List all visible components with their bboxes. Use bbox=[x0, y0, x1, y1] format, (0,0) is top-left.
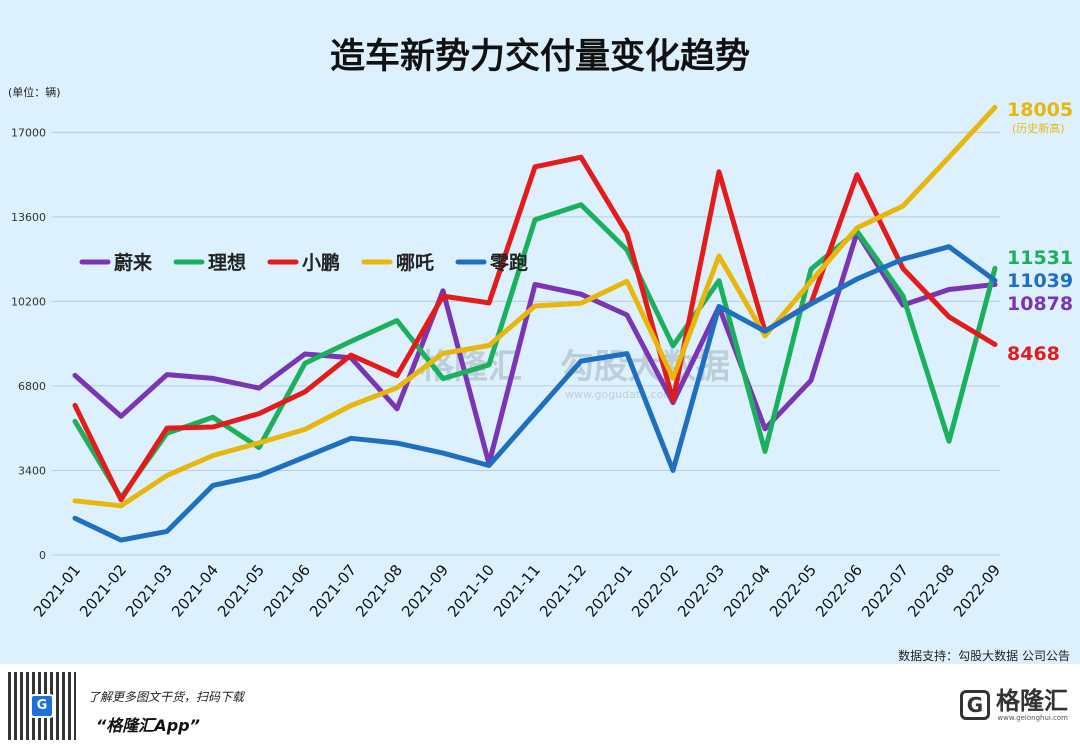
series-line bbox=[72, 154, 998, 503]
legend-label: 零跑 bbox=[489, 251, 528, 274]
y-tick-label: 13600 bbox=[11, 211, 46, 224]
x-axis-ticks: 2021-012021-022021-032021-042021-052021-… bbox=[30, 561, 1004, 621]
x-tick-label: 2022-08 bbox=[904, 561, 958, 621]
x-tick-label: 2022-02 bbox=[628, 561, 682, 621]
y-tick-label: 3400 bbox=[18, 464, 46, 477]
end-label: 18005 bbox=[1007, 99, 1073, 121]
series-line bbox=[72, 230, 998, 467]
x-tick-label: 2022-06 bbox=[812, 561, 866, 621]
y-tick-label: 10200 bbox=[11, 295, 46, 308]
x-tick-label: 2021-04 bbox=[168, 561, 222, 621]
legend-label: 小鹏 bbox=[302, 251, 340, 274]
x-tick-label: 2021-05 bbox=[214, 561, 268, 621]
promo-line1: 了解更多图文干货，扫码下载 bbox=[88, 690, 245, 704]
x-tick-label: 2021-07 bbox=[306, 561, 360, 621]
x-tick-label: 2022-04 bbox=[720, 561, 774, 621]
brand-url: www.gelonghui.com bbox=[997, 714, 1068, 722]
qr-logo-icon: G bbox=[30, 694, 54, 718]
end-label-note: (历史新高) bbox=[1012, 121, 1065, 135]
legend-label: 理想 bbox=[208, 251, 246, 274]
x-tick-label: 2022-07 bbox=[858, 561, 912, 621]
x-tick-label: 2021-10 bbox=[444, 561, 498, 621]
x-tick-label: 2021-01 bbox=[30, 561, 84, 621]
x-tick-label: 2022-05 bbox=[766, 561, 820, 621]
x-tick-label: 2021-03 bbox=[122, 561, 176, 621]
gridlines bbox=[52, 131, 1000, 556]
end-label: 11531 bbox=[1007, 247, 1073, 269]
series-lines bbox=[72, 104, 998, 543]
source-text: 数据支持：勾股大数据 公司公告 bbox=[898, 648, 1070, 663]
series-line bbox=[72, 244, 998, 543]
x-tick-label: 2022-09 bbox=[950, 561, 1004, 621]
promo-line2: “格隆汇App” bbox=[96, 716, 200, 735]
y-tick-label: 17000 bbox=[11, 126, 46, 139]
end-label: 10878 bbox=[1007, 293, 1073, 315]
x-tick-label: 2021-06 bbox=[260, 561, 314, 621]
y-tick-label: 6800 bbox=[18, 380, 46, 393]
end-label: 8468 bbox=[1007, 343, 1060, 365]
x-tick-label: 2022-03 bbox=[674, 561, 728, 621]
x-tick-label: 2021-12 bbox=[536, 561, 590, 621]
x-tick-label: 2021-08 bbox=[352, 561, 406, 621]
series-line bbox=[72, 104, 998, 509]
x-tick-label: 2022-01 bbox=[582, 561, 636, 621]
legend: 蔚来 理想 小鹏 哪吒 零跑 bbox=[79, 251, 528, 274]
brand-logo-block: G 格隆汇 www.gelonghui.com bbox=[960, 688, 1068, 722]
y-axis-ticks: 0 3400 6800 10200 13600 17000 bbox=[11, 126, 46, 562]
legend-label: 蔚来 bbox=[114, 251, 152, 274]
brand-name: 格隆汇 bbox=[996, 687, 1068, 715]
footer: G 了解更多图文干货，扫码下载 “格隆汇App” G 格隆汇 www.gelon… bbox=[0, 664, 1080, 748]
legend-label: 哪吒 bbox=[396, 252, 434, 274]
y-tick-label: 0 bbox=[39, 549, 46, 562]
x-tick-label: 2021-11 bbox=[490, 561, 544, 621]
chart-title: 造车新势力交付量变化趋势 bbox=[330, 36, 750, 77]
end-label: 11039 bbox=[1007, 270, 1073, 292]
brand-logo-icon: G bbox=[960, 690, 990, 720]
unit-label: (单位：辆) bbox=[8, 85, 61, 99]
x-tick-label: 2021-02 bbox=[76, 561, 130, 621]
watermark-url: www.gogudata.com bbox=[565, 388, 674, 401]
x-tick-label: 2021-09 bbox=[398, 561, 452, 621]
line-chart: 造车新势力交付量变化趋势 (单位：辆) 0 3400 6800 10200 13600 1… bbox=[8, 36, 1073, 663]
